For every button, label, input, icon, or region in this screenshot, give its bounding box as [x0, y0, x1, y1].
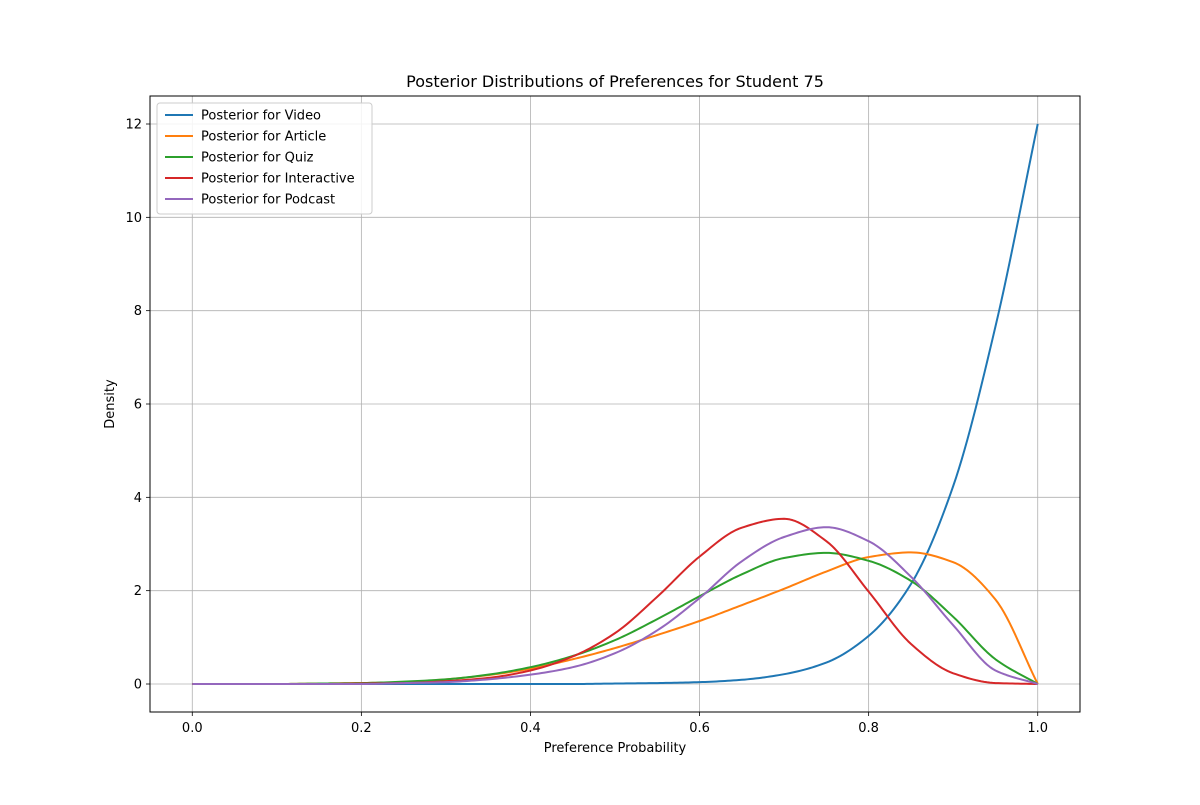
- y-tick-label: 12: [125, 118, 142, 133]
- x-tick-label: 0.6: [689, 721, 710, 736]
- y-tick-label: 10: [125, 211, 142, 226]
- x-axis-ticks: 0.0 0.2 0.4 0.6 0.8 1.0: [182, 712, 1048, 736]
- grid: [150, 96, 1080, 712]
- legend-label: Posterior for Interactive: [201, 172, 355, 187]
- x-tick-label: 0.4: [520, 721, 541, 736]
- y-tick-label: 8: [134, 304, 142, 319]
- legend-label: Posterior for Quiz: [201, 151, 314, 166]
- legend-label: Posterior for Video: [201, 109, 321, 124]
- x-tick-label: 0.8: [858, 721, 879, 736]
- legend-label: Posterior for Article: [201, 130, 326, 145]
- legend-label: Posterior for Podcast: [201, 193, 335, 208]
- x-tick-label: 1.0: [1027, 721, 1048, 736]
- y-tick-label: 4: [134, 491, 142, 506]
- x-axis-label: Preference Probability: [544, 741, 687, 756]
- y-tick-label: 6: [134, 398, 142, 413]
- y-tick-label: 2: [134, 584, 142, 599]
- y-axis-ticks: 0 2 4 6 8 10 12: [125, 118, 150, 693]
- x-tick-label: 0.0: [182, 721, 203, 736]
- chart-title: Posterior Distributions of Preferences f…: [406, 72, 824, 91]
- series-line-4: [192, 526, 1039, 685]
- y-axis-label: Density: [103, 379, 118, 429]
- y-tick-label: 0: [134, 678, 142, 693]
- x-tick-label: 0.2: [351, 721, 372, 736]
- legend-box: [156, 102, 373, 215]
- legend: Posterior for Video Posterior for Article…: [156, 102, 373, 215]
- series-lines: [192, 123, 1039, 685]
